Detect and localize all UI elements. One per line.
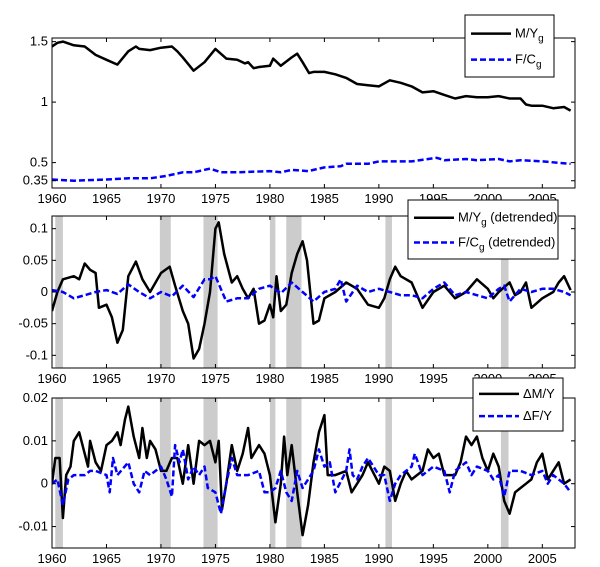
y-tick-label: 0.1 bbox=[30, 221, 48, 236]
x-tick-label: 1975 bbox=[201, 551, 230, 566]
legend-box bbox=[407, 199, 559, 260]
panel-1: 1960 1965 1970 1975 1980 1985 1990 1995 2000 2005… bbox=[23, 14, 576, 206]
series-line-2 bbox=[52, 156, 571, 182]
x-tick-label: 1975 bbox=[201, 191, 230, 206]
x-tick-label: 2000 bbox=[473, 551, 502, 566]
recession-band bbox=[159, 216, 171, 368]
x-tick-label: 1990 bbox=[364, 551, 393, 566]
x-tick-label: 1960 bbox=[38, 371, 67, 386]
legend-label: M/Yg (detrended) bbox=[458, 210, 558, 229]
panel-3: 1960 1965 1970 1975 1980 1985 1990 1995 2000 2005… bbox=[18, 377, 576, 566]
series-line-1 bbox=[52, 221, 572, 360]
y-tick-label: 0.02 bbox=[23, 390, 48, 405]
y-tick-label: 0 bbox=[41, 476, 48, 491]
x-tick-label: 1990 bbox=[364, 371, 393, 386]
y-tick-label: -0.01 bbox=[18, 519, 48, 534]
x-tick-label: 1995 bbox=[419, 551, 448, 566]
x-tick-label: 1980 bbox=[255, 371, 284, 386]
legend: ΔM/Y ΔF/Y bbox=[472, 377, 564, 432]
x-tick-label: 1975 bbox=[201, 371, 230, 386]
recession-band bbox=[159, 398, 171, 548]
legend: M/Yg (detrended) F/Cg (detrended) bbox=[407, 199, 559, 260]
x-tick-label: 1995 bbox=[419, 371, 448, 386]
y-tick-label: 0.05 bbox=[23, 252, 48, 267]
recession-band bbox=[500, 216, 509, 368]
recession-band bbox=[500, 398, 509, 548]
y-tick-label: 1.5 bbox=[30, 34, 48, 49]
x-tick-label: 2005 bbox=[528, 551, 557, 566]
series-line-1 bbox=[52, 405, 572, 537]
series-line-2 bbox=[52, 443, 572, 515]
axes-frame bbox=[51, 397, 576, 549]
y-tick-label: 1 bbox=[41, 94, 48, 109]
recession-band bbox=[203, 398, 218, 548]
x-tick-label: 1970 bbox=[146, 191, 175, 206]
y-tick-label: 0.01 bbox=[23, 433, 48, 448]
series-line-1 bbox=[52, 40, 572, 112]
x-tick-label: 1960 bbox=[38, 191, 67, 206]
x-tick-label: 1965 bbox=[92, 191, 121, 206]
x-tick-label: 1970 bbox=[146, 551, 175, 566]
x-tick-label: 1980 bbox=[255, 191, 284, 206]
series-line-2 bbox=[52, 274, 572, 303]
x-tick-label: 1960 bbox=[38, 551, 67, 566]
y-tick-label: 0 bbox=[41, 284, 48, 299]
legend-label: ΔM/Y bbox=[523, 386, 555, 401]
recession-band bbox=[269, 216, 276, 368]
recession-band bbox=[55, 216, 63, 368]
recession-band bbox=[55, 398, 63, 548]
y-tick-label: -0.1 bbox=[26, 347, 48, 362]
legend-label: F/Cg (detrended) bbox=[458, 234, 555, 253]
x-tick-label: 1985 bbox=[310, 551, 339, 566]
x-tick-label: 1965 bbox=[92, 551, 121, 566]
axes-frame bbox=[51, 37, 576, 189]
recession-band bbox=[385, 398, 392, 548]
x-tick-label: 1965 bbox=[92, 371, 121, 386]
x-tick-label: 1990 bbox=[364, 191, 393, 206]
y-tick-label: -0.05 bbox=[18, 316, 48, 331]
legend-label: ΔF/Y bbox=[523, 408, 552, 423]
y-tick-label: 0.35 bbox=[23, 173, 48, 188]
legend-label: F/Cg bbox=[515, 52, 542, 71]
x-tick-label: 1970 bbox=[146, 371, 175, 386]
x-tick-label: 1985 bbox=[310, 191, 339, 206]
legend-box bbox=[464, 14, 555, 78]
legend: M/Yg F/Cg bbox=[464, 14, 555, 78]
x-tick-label: 1980 bbox=[255, 551, 284, 566]
x-tick-label: 1985 bbox=[310, 371, 339, 386]
panel-2: 1960196519701975198019851990199520002005… bbox=[18, 199, 576, 386]
legend-label: M/Yg bbox=[515, 26, 544, 45]
legend-box bbox=[472, 377, 564, 432]
recession-band bbox=[269, 398, 276, 548]
y-tick-label: 0.5 bbox=[30, 155, 48, 170]
